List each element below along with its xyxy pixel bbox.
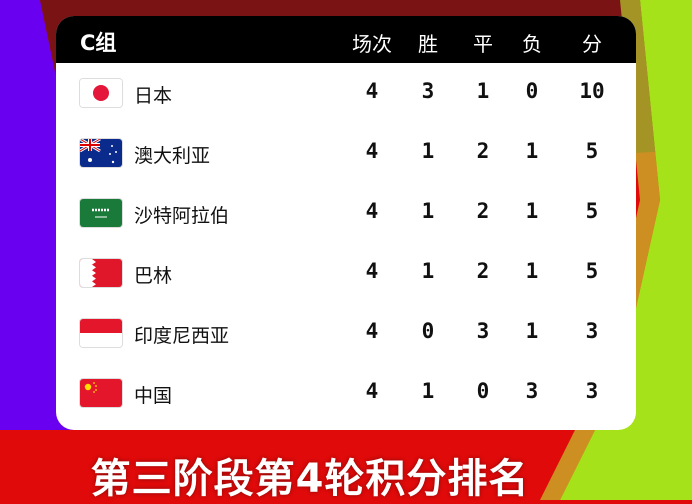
drawn-value: 2 — [476, 199, 490, 223]
lost-value: 0 — [525, 79, 539, 103]
drawn-value: 0 — [476, 379, 490, 403]
played-value: 4 — [365, 379, 379, 403]
col-drawn: 平 — [473, 32, 493, 56]
table-header: C组 场次 胜 平 负 分 — [56, 16, 636, 63]
team-name: 澳大利亚 — [134, 145, 211, 167]
points-value: 5 — [585, 139, 599, 163]
table-row: 印度尼西亚 4 0 3 1 3 — [56, 303, 636, 363]
won-value: 1 — [421, 259, 435, 283]
lost-value: 1 — [525, 199, 539, 223]
won-value: 1 — [421, 139, 435, 163]
col-lost: 负 — [522, 32, 542, 56]
played-value: 4 — [365, 319, 379, 343]
team-name: 巴林 — [134, 265, 173, 287]
col-played: 场次 — [352, 32, 392, 56]
team-name: 沙特阿拉伯 — [134, 205, 230, 227]
col-points: 分 — [582, 32, 602, 56]
team-name: 中国 — [134, 385, 173, 407]
won-value: 1 — [421, 199, 435, 223]
lost-value: 1 — [525, 139, 539, 163]
points-value: 5 — [585, 199, 599, 223]
won-value: 3 — [421, 79, 435, 103]
lost-value: 1 — [525, 319, 539, 343]
col-won: 胜 — [418, 32, 438, 56]
team-name: 印度尼西亚 — [134, 325, 230, 347]
played-value: 4 — [365, 79, 379, 103]
australia-flag-icon — [80, 139, 122, 167]
won-value: 0 — [421, 319, 435, 343]
group-title: C组 — [80, 31, 117, 55]
points-value: 5 — [585, 259, 599, 283]
drawn-value: 3 — [476, 319, 490, 343]
team-name: 日本 — [134, 85, 173, 107]
table-row: 中国 4 1 0 3 3 — [56, 363, 636, 423]
points-value: 10 — [579, 79, 605, 103]
standings-table: C组 场次 胜 平 负 分 日本 4 3 1 0 10 澳大利亚 4 1 2 1 5 沙特阿拉伯 4 1 2 1… — [56, 16, 636, 430]
played-value: 4 — [365, 259, 379, 283]
won-value: 1 — [421, 379, 435, 403]
table-row: 日本 4 3 1 0 10 — [56, 63, 636, 123]
played-value: 4 — [365, 139, 379, 163]
japan-flag-icon — [80, 79, 122, 107]
table-row: 巴林 4 1 2 1 5 — [56, 243, 636, 303]
table-row: 沙特阿拉伯 4 1 2 1 5 — [56, 183, 636, 243]
table-row: 澳大利亚 4 1 2 1 5 — [56, 123, 636, 183]
saudi-arabia-flag-icon — [80, 199, 122, 227]
points-value: 3 — [585, 319, 599, 343]
drawn-value: 2 — [476, 259, 490, 283]
indonesia-flag-icon — [80, 319, 122, 347]
lost-value: 1 — [525, 259, 539, 283]
drawn-value: 1 — [476, 79, 490, 103]
lost-value: 3 — [525, 379, 539, 403]
drawn-value: 2 — [476, 139, 490, 163]
bahrain-flag-icon — [80, 259, 122, 287]
china-flag-icon — [80, 379, 122, 407]
played-value: 4 — [365, 199, 379, 223]
points-value: 3 — [585, 379, 599, 403]
caption: 第三阶段第4轮积分排名 — [90, 456, 530, 502]
